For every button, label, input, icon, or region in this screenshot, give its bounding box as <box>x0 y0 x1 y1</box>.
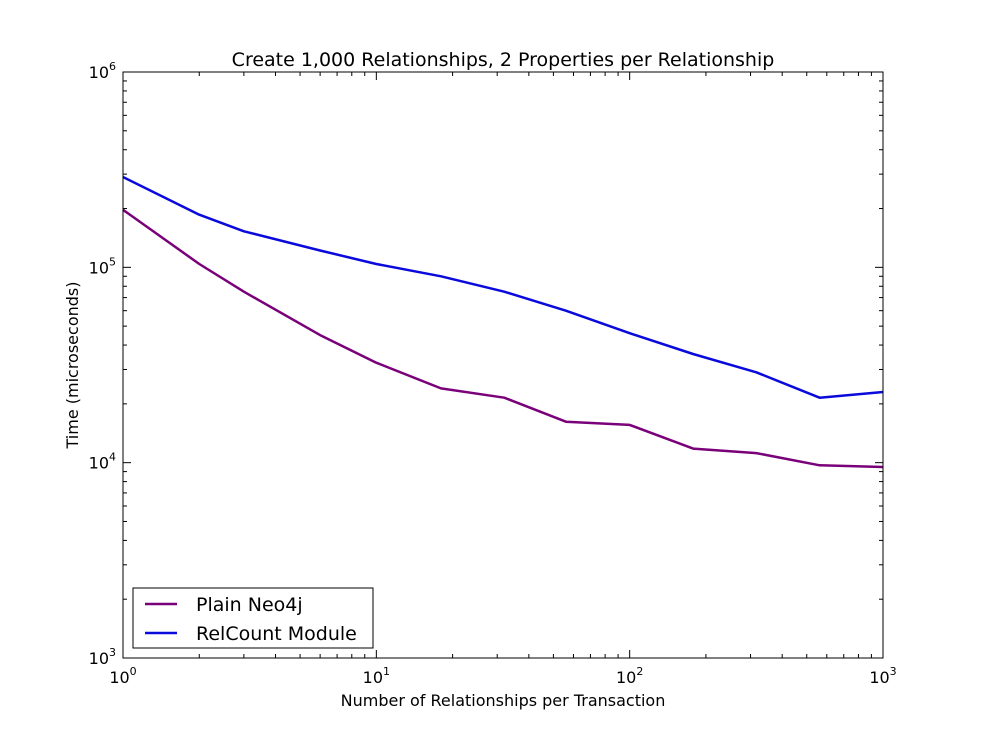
legend-label: Plain Neo4j <box>196 594 303 616</box>
x-tick-label: 102 <box>616 665 643 687</box>
x-tick-label: 101 <box>363 665 390 687</box>
series-line-1 <box>122 175 884 399</box>
y-tick-label: 105 <box>89 255 116 277</box>
y-tick-label: 103 <box>89 646 116 668</box>
x-axis-label: Number of Relationships per Transaction <box>341 691 666 710</box>
chart-title: Create 1,000 Relationships, 2 Properties… <box>232 49 775 71</box>
legend-label: RelCount Module <box>196 623 357 645</box>
ticks-layer: 100 101 102 103 103 104 105 106 <box>89 60 897 687</box>
y-axis-label: Time (microseconds) <box>63 282 82 450</box>
y-tick-label: 104 <box>89 451 116 473</box>
x-tick-label: 100 <box>109 665 136 687</box>
legend-box <box>132 587 374 649</box>
y-tick-label: 106 <box>89 60 116 82</box>
series-layer <box>122 175 884 469</box>
legend: Plain Neo4j RelCount Module <box>132 587 374 649</box>
x-tick-label: 103 <box>869 665 896 687</box>
plot-frame <box>122 71 884 659</box>
series-line-0 <box>122 208 884 469</box>
